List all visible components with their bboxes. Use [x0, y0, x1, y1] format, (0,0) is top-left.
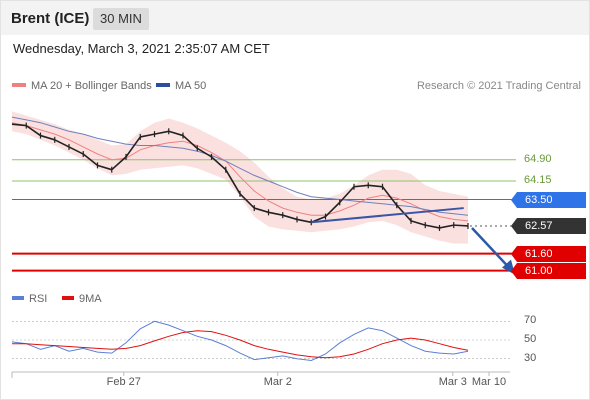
- x-tick-label: Mar 10: [471, 376, 507, 388]
- price-segment: [410, 220, 426, 226]
- chart-header: Brent (ICE) 30 MIN: [1, 1, 589, 35]
- legend-rsi: RSI: [12, 293, 47, 305]
- level-label-3: 62.57: [511, 217, 586, 234]
- timestamp: Wednesday, March 3, 2021 2:35:07 AM CET: [13, 41, 270, 56]
- credit-text: Research © 2021 Trading Central: [416, 80, 581, 92]
- ma50-line: [11, 116, 469, 216]
- price-segment: [82, 153, 98, 167]
- price-segment: [25, 124, 41, 137]
- price-segment: [353, 184, 369, 188]
- level-label-4: 61.60: [511, 245, 586, 262]
- price-segment: [182, 134, 198, 149]
- rsi-tick-50: 50: [524, 333, 537, 345]
- price-segment: [68, 146, 84, 155]
- legend-swatch-9ma: [62, 296, 74, 301]
- price-segment: [368, 184, 383, 188]
- price-segment: [254, 207, 269, 214]
- rsi-tick-30: 30: [524, 351, 537, 364]
- legend-swatch-rsi: [12, 296, 24, 301]
- price-segment: [453, 224, 469, 227]
- price-segment: [439, 224, 454, 229]
- price-segment: [11, 123, 27, 127]
- x-tick-label: Feb 27: [106, 376, 141, 388]
- price-segment: [296, 218, 312, 224]
- x-tick-label: Mar 2: [263, 376, 292, 388]
- timeframe-button[interactable]: 30 MIN: [93, 8, 149, 30]
- price-segment: [381, 186, 398, 206]
- price-segment: [225, 169, 241, 195]
- price-segment: [324, 201, 341, 218]
- price-segment: [282, 214, 298, 221]
- price-segment: [111, 156, 127, 171]
- rsi-line: [11, 320, 469, 362]
- price-segment: [168, 130, 184, 137]
- price-segment: [54, 139, 70, 148]
- price-segment: [97, 164, 112, 171]
- rsi-tick-70: 70: [524, 314, 537, 327]
- level-label-5: 61.00: [511, 262, 586, 279]
- legend-9ma: 9MA: [62, 293, 102, 305]
- price-segment: [125, 136, 141, 158]
- forecast-arrow-shaft: [471, 227, 511, 270]
- price-segment: [40, 134, 55, 141]
- price-segment: [425, 224, 440, 229]
- legend-swatch-ma20: [12, 83, 26, 88]
- rsi-9ma-line: [12, 330, 469, 359]
- price-segment: [154, 130, 169, 135]
- level-label-2: 63.50: [511, 191, 586, 208]
- price-segment: [339, 186, 355, 203]
- price-segment: [140, 133, 155, 138]
- legend-ma20: MA 20 + Bollinger Bands: [12, 80, 152, 92]
- level-label-0: 64.90: [524, 152, 552, 165]
- x-tick-label: Mar 3: [438, 376, 467, 388]
- trendline: [311, 207, 464, 224]
- legend-swatch-ma50: [156, 83, 170, 88]
- price-segment: [196, 147, 212, 158]
- level-label-1: 64.15: [524, 174, 552, 187]
- price-segment: [210, 156, 227, 171]
- ma20-line: [11, 122, 469, 222]
- price-segment: [239, 193, 255, 209]
- legend-ma50: MA 50: [156, 80, 206, 92]
- price-segment: [268, 211, 283, 216]
- symbol-title: Brent (ICE): [11, 10, 90, 27]
